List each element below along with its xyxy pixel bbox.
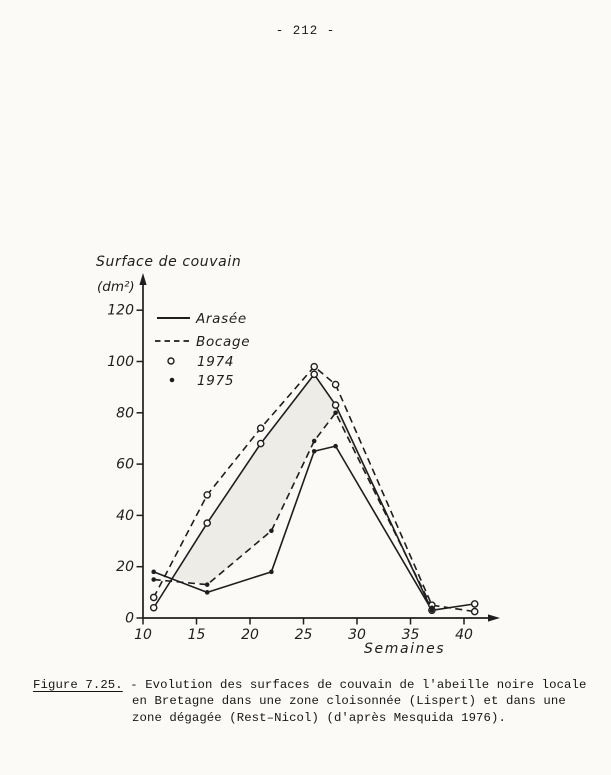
data-point-bocage-1974: [310, 362, 319, 371]
x-axis-arrow: [488, 614, 500, 622]
data-point-arasee-1975: [269, 569, 274, 575]
y-tick-label: 20: [116, 559, 134, 575]
data-point-arasee-1974: [310, 370, 319, 379]
data-point-bocage-1975: [151, 577, 156, 582]
legend-open-circle-marker: [167, 357, 175, 365]
shaded-band: [172, 374, 432, 611]
x-tick-label: 20: [241, 627, 259, 643]
caption-line-2: en Bretagne dans une zone cloisonnée (Li…: [132, 694, 566, 709]
chart-legend: Arasée Bocage 1974 1975: [155, 311, 250, 389]
y-axis-title: Surface de couvain: [96, 254, 241, 270]
data-point-arasee-1975: [204, 590, 210, 595]
figure-label: Figure 7.25.: [33, 678, 123, 692]
x-axis-title: Semaines: [364, 641, 445, 657]
legend-filled-dot-marker: [169, 377, 175, 383]
data-point-arasee-1974: [149, 603, 158, 612]
data-point-arasee-1975: [333, 443, 338, 449]
data-point-bocage-1975: [269, 528, 274, 534]
y-tick-label: 60: [116, 457, 134, 473]
y-tick-label: 100: [107, 354, 134, 370]
data-point-bocage-1975: [204, 582, 210, 587]
x-tick-label: 15: [188, 627, 206, 643]
data-point-bocage-1975: [429, 605, 435, 611]
data-point-arasee-1974: [203, 519, 211, 527]
data-point-bocage-1974: [331, 380, 340, 389]
data-point-bocage-1974: [203, 491, 211, 499]
y-tick-label: 40: [116, 508, 134, 524]
series-line-arasee-1975: [153, 445, 433, 611]
series-line-bocage-1975: [153, 411, 433, 609]
legend-label-1975: 1975: [197, 373, 234, 389]
caption-text-1: - Evolution des surfaces de couvain de l…: [122, 678, 587, 692]
x-tick-label: 10: [134, 627, 152, 643]
x-tick-label: 25: [295, 627, 313, 643]
data-point-bocage-1974: [149, 593, 158, 602]
data-point-arasee-1975: [311, 448, 317, 454]
legend-label-1974: 1974: [197, 354, 234, 370]
y-axis-unit: (dm²): [97, 279, 135, 295]
page-number: - 212 -: [275, 24, 336, 38]
chart-plot-area: 0 20 40 60 80 100 120 10 15 20 25 30 35 40: [107, 273, 500, 643]
figure-caption: Figure 7.25. - Evolution des surfaces de…: [33, 677, 593, 726]
data-point-arasee-1974: [256, 439, 265, 448]
x-tick-label: 30: [348, 627, 366, 643]
data-point-bocage-1975: [311, 438, 317, 444]
data-point-bocage-1975: [333, 410, 338, 416]
data-point-arasee-1974: [470, 600, 479, 608]
y-tick-label: 120: [107, 303, 134, 319]
data-point-arasee-1974: [331, 401, 340, 409]
legend-label-arasee: Arasée: [195, 311, 247, 327]
y-tick-label: 80: [116, 405, 134, 421]
x-tick-label: 35: [402, 627, 420, 643]
y-axis-arrow: [139, 273, 147, 285]
data-point-bocage-1974: [256, 424, 265, 432]
x-tick-label: 40: [455, 627, 473, 643]
data-point-arasee-1975: [151, 569, 156, 575]
legend-label-bocage: Bocage: [196, 334, 250, 350]
y-tick-label: 0: [125, 611, 134, 627]
caption-line-1: Figure 7.25. - Evolution des surfaces de…: [33, 677, 593, 693]
data-point-bocage-1974: [470, 607, 479, 616]
caption-line-3: zone dégagée (Rest–Nicol) (d'après Mesqu…: [132, 710, 506, 725]
